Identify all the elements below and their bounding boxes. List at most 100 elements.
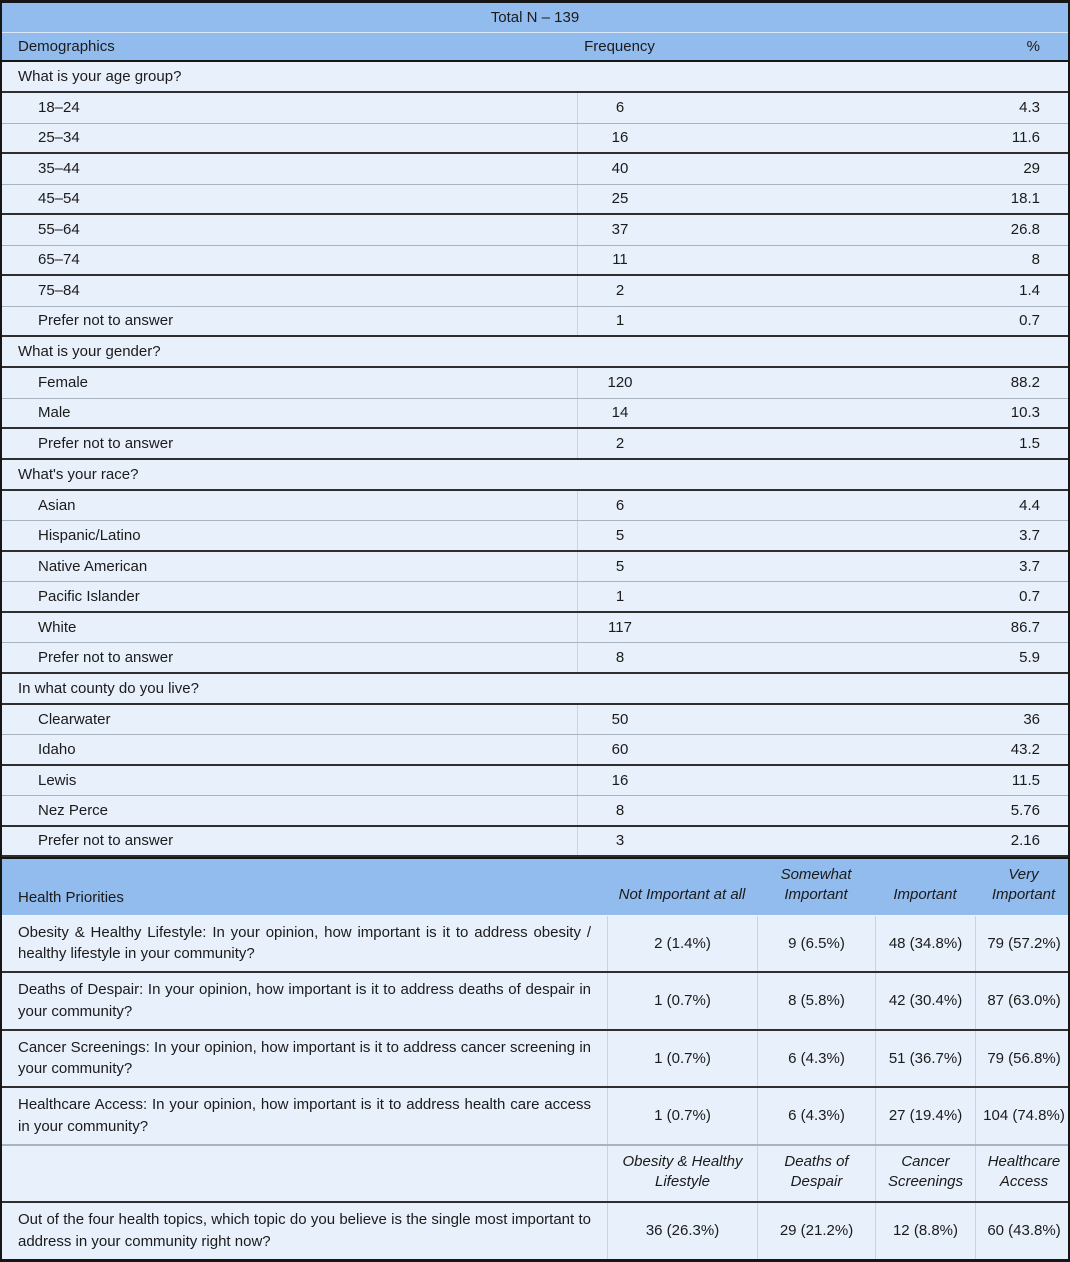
cell-percent: 5.76 bbox=[1010, 801, 1040, 819]
cell-percent: 3.7 bbox=[1019, 557, 1040, 575]
cell-category: Male bbox=[38, 404, 71, 422]
cell-value: 1 (0.7%) bbox=[607, 1088, 757, 1144]
cell-frequency: 1 bbox=[577, 306, 662, 335]
cell-frequency: 1 bbox=[577, 582, 662, 611]
col-header-important: Important bbox=[893, 886, 957, 904]
cell-category: Pacific Islander bbox=[38, 587, 140, 605]
table-row: Native American 5 3.7 bbox=[2, 551, 1068, 582]
cell-category: 35–44 bbox=[38, 160, 80, 178]
cell-category: 18–24 bbox=[38, 99, 80, 117]
cell-percent: 2.16 bbox=[1010, 832, 1040, 850]
cell-frequency: 60 bbox=[577, 735, 662, 764]
statement-row: Obesity & Healthy Lifestyle: In your opi… bbox=[2, 915, 1070, 973]
cell-percent: 10.3 bbox=[1010, 404, 1040, 422]
table-row: Lewis 16 11.5 bbox=[2, 765, 1068, 796]
statement-text: Cancer Screenings: In your opinion, how … bbox=[18, 1038, 591, 1078]
table-row: Prefer not to answer 2 1.5 bbox=[2, 429, 1068, 460]
cell-frequency: 50 bbox=[577, 704, 662, 734]
cell-value: 79 (57.2%) bbox=[975, 915, 1070, 971]
col-header-percent: % bbox=[1026, 38, 1040, 55]
cell-frequency: 16 bbox=[577, 765, 662, 795]
col-header-health-priorities: Health Priorities bbox=[18, 888, 124, 906]
cell-percent: 36 bbox=[1023, 710, 1040, 728]
cell-frequency: 37 bbox=[577, 215, 662, 245]
table-row: White 117 86.7 bbox=[2, 612, 1068, 643]
statement-row: Deaths of Despair: In your opinion, how … bbox=[2, 973, 1068, 1031]
statement-text: Deaths of Despair: In your opinion, how … bbox=[18, 981, 591, 1020]
table-row: Prefer not to answer 1 0.7 bbox=[2, 306, 1068, 337]
health-priorities-body: Obesity & Healthy Lifestyle: In your opi… bbox=[2, 915, 1070, 1145]
table-row: 75–84 2 1.4 bbox=[2, 276, 1068, 307]
question-row: What is your age group? bbox=[2, 62, 1068, 93]
col-header-obesity-topic: Obesity & Healthy Lifestyle bbox=[607, 1145, 757, 1201]
topics-body: Out of the four health topics, which top… bbox=[2, 1203, 1068, 1259]
cell-value: 60 (43.8%) bbox=[975, 1203, 1070, 1259]
cell-frequency: 11 bbox=[577, 245, 662, 274]
cell-category: Female bbox=[38, 374, 89, 392]
table-title-row: Total N – 139 bbox=[2, 3, 1068, 33]
cell-category: White bbox=[38, 618, 77, 636]
table-row: Clearwater 50 36 bbox=[2, 704, 1068, 735]
cell-value: 42 (30.4%) bbox=[875, 973, 975, 1029]
statement-row-final: Out of the four health topics, which top… bbox=[2, 1203, 1068, 1259]
cell-statement: Deaths of Despair: In your opinion, how … bbox=[2, 973, 607, 1029]
table-title: Total N – 139 bbox=[490, 9, 580, 26]
cell-category: Prefer not to answer bbox=[38, 434, 174, 452]
col-header-frequency: Frequency bbox=[584, 38, 655, 55]
cell-frequency: 6 bbox=[577, 93, 662, 123]
cell-value: 6 (4.3%) bbox=[757, 1030, 875, 1086]
cell-category: Prefer not to answer bbox=[38, 832, 174, 850]
cell-frequency: 14 bbox=[577, 398, 662, 427]
table-row: 65–74 11 8 bbox=[2, 245, 1068, 276]
col-header-cancer-topic: Cancer Screenings bbox=[875, 1145, 975, 1201]
cell-value: 9 (6.5%) bbox=[757, 915, 875, 971]
cell-statement: Out of the four health topics, which top… bbox=[2, 1203, 607, 1259]
statement-text: Out of the four health topics, which top… bbox=[18, 1211, 591, 1250]
cell-value: 27 (19.4%) bbox=[875, 1088, 975, 1144]
cell-value: 36 (26.3%) bbox=[607, 1203, 757, 1259]
cell-category: Clearwater bbox=[38, 710, 111, 728]
cell-frequency: 2 bbox=[577, 276, 662, 306]
cell-category: 75–84 bbox=[38, 282, 80, 300]
statement-row: Healthcare Access: In your opinion, how … bbox=[2, 1088, 1068, 1145]
cell-value: 48 (34.8%) bbox=[875, 915, 975, 971]
statement-text: Healthcare Access: In your opinion, how … bbox=[18, 1096, 591, 1135]
table-row: Prefer not to answer 3 2.16 bbox=[2, 826, 1068, 857]
table-row: Idaho 60 43.2 bbox=[2, 735, 1068, 766]
cell-value: 51 (36.7%) bbox=[875, 1030, 975, 1086]
cell-value: 1 (0.7%) bbox=[607, 1030, 757, 1086]
table-row: Female 120 88.2 bbox=[2, 368, 1068, 399]
cell-value: 12 (8.8%) bbox=[875, 1203, 975, 1259]
cell-value: 1 (0.7%) bbox=[607, 973, 757, 1029]
cell-category: 45–54 bbox=[38, 190, 80, 208]
question-label: What is your age group? bbox=[18, 68, 182, 85]
cell-frequency: 3 bbox=[577, 826, 662, 855]
question-row: In what county do you live? bbox=[2, 673, 1068, 705]
cell-percent: 8 bbox=[1031, 251, 1040, 269]
cell-frequency: 5 bbox=[577, 521, 662, 550]
cell-frequency: 8 bbox=[577, 643, 662, 672]
cell-percent: 88.2 bbox=[1010, 374, 1040, 392]
cell-category: 55–64 bbox=[38, 221, 80, 239]
cell-frequency: 25 bbox=[577, 184, 662, 213]
cell-category: Prefer not to answer bbox=[38, 312, 174, 330]
cell-percent: 29 bbox=[1023, 160, 1040, 178]
table-row: Pacific Islander 1 0.7 bbox=[2, 582, 1068, 613]
statement-row: Cancer Screenings: In your opinion, how … bbox=[2, 1030, 1068, 1088]
cell-frequency: 6 bbox=[577, 490, 662, 520]
cell-percent: 11.6 bbox=[1011, 129, 1040, 147]
cell-category: Native American bbox=[38, 557, 148, 575]
cell-frequency: 16 bbox=[577, 123, 662, 152]
cell-percent: 26.8 bbox=[1010, 221, 1040, 239]
question-label: What is your gender? bbox=[18, 343, 161, 360]
cell-frequency: 8 bbox=[577, 796, 662, 825]
health-priorities-header-row: Health Priorities Not Important at all S… bbox=[2, 857, 1068, 916]
table-row: Asian 6 4.4 bbox=[2, 490, 1068, 521]
cell-percent: 86.7 bbox=[1010, 618, 1040, 636]
statement-text: Obesity & Healthy Lifestyle: In your opi… bbox=[18, 923, 591, 963]
cell-percent: 18.1 bbox=[1010, 190, 1040, 208]
cell-value: 87 (63.0%) bbox=[975, 973, 1070, 1029]
cell-frequency: 120 bbox=[577, 368, 662, 398]
cell-percent: 0.7 bbox=[1019, 312, 1040, 330]
col-header-very-important: Very Important bbox=[991, 866, 1056, 904]
